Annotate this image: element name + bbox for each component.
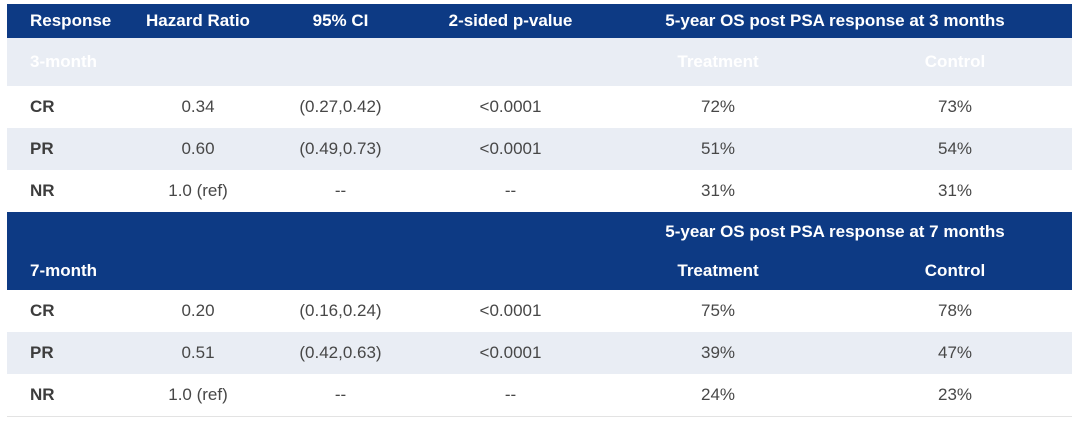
cell-p-value: <0.0001 — [479, 97, 542, 116]
cell-p-value: -- — [504, 385, 517, 404]
os-header-row-7month: 5-year OS post PSA response at 7 months — [7, 212, 1072, 251]
cell-ci: (0.42,0.63) — [299, 343, 382, 362]
cell-treatment-os: 24% — [700, 385, 736, 404]
cell-hazard-ratio: 1.0 (ref) — [168, 385, 228, 404]
col-header-control: Control — [924, 52, 986, 71]
col-header-control: Control — [924, 260, 986, 280]
subheader-row-3-month: 3-month Treatment Control — [7, 38, 1072, 86]
table-row-cr-7month: CR 0.20 (0.16,0.24) <0.0001 75% 78% — [7, 290, 1072, 332]
section-3-month: Response Hazard Ratio 95% CI 2-sided p-v… — [7, 4, 1072, 212]
col-header-treatment: Treatment — [677, 260, 759, 280]
table-row-nr-7month: NR 1.0 (ref) -- -- 24% 23% — [7, 374, 1072, 416]
cell-treatment-os: 51% — [700, 139, 736, 158]
cell-treatment-os: 31% — [700, 181, 736, 200]
col-header-treatment: Treatment — [677, 52, 759, 71]
col-header-hazard-ratio: Hazard Ratio — [146, 11, 250, 30]
col-header-response: Response — [30, 11, 112, 30]
cell-treatment-os: 72% — [700, 97, 736, 116]
cell-hazard-ratio: 0.60 — [181, 139, 215, 158]
cell-control-os: 31% — [937, 181, 973, 200]
cell-control-os: 78% — [937, 301, 973, 320]
row-group-label-3-month: 3-month — [30, 52, 98, 71]
cell-response: PR — [30, 343, 54, 362]
table-row-pr-3month: PR 0.60 (0.49,0.73) <0.0001 51% 54% — [7, 128, 1072, 170]
cell-hazard-ratio: 1.0 (ref) — [168, 181, 228, 200]
cell-ci: -- — [334, 181, 347, 200]
cell-treatment-os: 75% — [700, 301, 736, 320]
psa-response-results-table: Response Hazard Ratio 95% CI 2-sided p-v… — [7, 4, 1072, 417]
subheader-row-7-month: 7-month Treatment Control — [7, 251, 1072, 290]
cell-control-os: 23% — [937, 385, 973, 404]
cell-p-value: <0.0001 — [479, 139, 542, 158]
section-7-month: 5-year OS post PSA response at 7 months … — [7, 212, 1072, 417]
row-group-label-7-month: 7-month — [30, 260, 98, 280]
col-header-95-ci: 95% CI — [312, 11, 369, 30]
cell-p-value: <0.0001 — [479, 301, 542, 320]
cell-p-value: <0.0001 — [479, 343, 542, 362]
cell-response: CR — [30, 97, 55, 116]
cell-hazard-ratio: 0.20 — [181, 301, 215, 320]
cell-control-os: 54% — [937, 139, 973, 158]
table-row-nr-3month: NR 1.0 (ref) -- -- 31% 31% — [7, 170, 1072, 212]
cell-control-os: 47% — [937, 343, 973, 362]
cell-hazard-ratio: 0.34 — [181, 97, 215, 116]
col-header-os-3-months: 5-year OS post PSA response at 3 months — [665, 11, 1005, 30]
cell-response: PR — [30, 139, 54, 158]
cell-control-os: 73% — [937, 97, 973, 116]
cell-treatment-os: 39% — [700, 343, 736, 362]
table-row-cr-3month: CR 0.34 (0.27,0.42) <0.0001 72% 73% — [7, 86, 1072, 128]
cell-hazard-ratio: 0.51 — [181, 343, 215, 362]
cell-ci: -- — [334, 385, 347, 404]
cell-response: CR — [30, 301, 55, 320]
cell-ci: (0.49,0.73) — [299, 139, 382, 158]
table-bottom-divider — [7, 416, 1072, 417]
table-row-pr-7month: PR 0.51 (0.42,0.63) <0.0001 39% 47% — [7, 332, 1072, 374]
col-header-os-7-months: 5-year OS post PSA response at 7 months — [665, 221, 1005, 241]
cell-ci: (0.27,0.42) — [299, 97, 382, 116]
header-band-7-month: 5-year OS post PSA response at 7 months … — [7, 212, 1072, 290]
cell-p-value: -- — [504, 181, 517, 200]
cell-ci: (0.16,0.24) — [299, 301, 382, 320]
col-header-p-value: 2-sided p-value — [448, 11, 573, 30]
column-header-row: Response Hazard Ratio 95% CI 2-sided p-v… — [7, 4, 1072, 38]
cell-response: NR — [30, 385, 55, 404]
cell-response: NR — [30, 181, 55, 200]
